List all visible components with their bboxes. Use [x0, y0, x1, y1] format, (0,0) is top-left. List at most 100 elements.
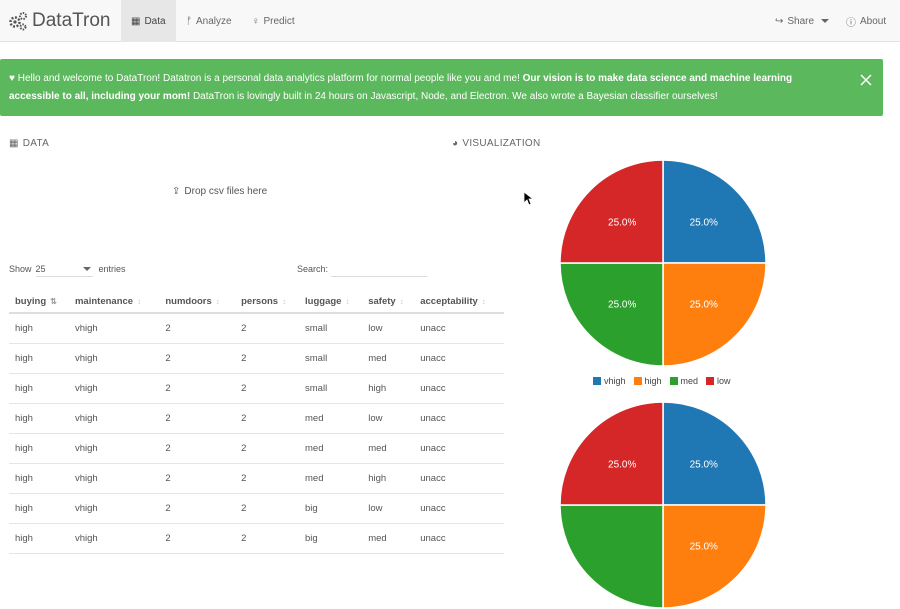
table-cell: unacc [414, 493, 504, 524]
brand[interactable]: DataTron [8, 7, 111, 35]
tab-predict[interactable]: ♀ Predict [242, 0, 305, 42]
table-row: high vhigh 2 2 med low unacc [9, 403, 504, 434]
entries-value: 25 [35, 263, 46, 274]
pie-slice-label: 25.0% [608, 460, 636, 471]
table-cell: 2 [159, 343, 236, 374]
entries-control: Show 25 entries [9, 261, 126, 277]
search-control: Search: [297, 261, 428, 277]
table-cell: small [299, 373, 363, 404]
alert-text-2: DataTron is lovingly built in 24 hours o… [192, 91, 718, 102]
table-cell: 2 [235, 433, 300, 464]
table-cell: med [362, 433, 415, 464]
table-cell: big [299, 523, 363, 554]
table-cell: 2 [159, 463, 236, 494]
column-header-luggage[interactable]: luggage ↕ [299, 290, 363, 314]
table-cell: 2 [235, 343, 300, 374]
chevron-down-icon [821, 19, 830, 23]
sort-icon: ↕ [345, 296, 350, 306]
table-cell: 2 [159, 523, 236, 554]
sort-icon: ⇅ [50, 296, 57, 306]
table-cell: high [9, 523, 69, 554]
close-icon[interactable] [859, 73, 873, 87]
entries-select[interactable]: 25 [35, 261, 93, 277]
heart-icon: ♥ [9, 73, 15, 84]
chevron-down-icon [82, 266, 91, 271]
pie-slice-label: 25.0% [690, 218, 718, 229]
bulb-icon: ♀ [252, 15, 260, 27]
pie-slice-low[interactable] [559, 159, 664, 264]
table-row: high vhigh 2 2 small med unacc [9, 343, 504, 374]
table-cell: unacc [414, 523, 504, 554]
navbar: DataTron ▦ Data ᚠ Analyze ♀ Predict ↪ Sh… [0, 0, 900, 42]
legend-item-med[interactable]: med [669, 376, 698, 386]
table-cell: 2 [159, 373, 236, 404]
table-header-row: buying ⇅ maintenance ↕ numdoors ↕ persons ↕ lugg… [9, 290, 504, 314]
sort-icon: ↕ [282, 296, 287, 306]
pie-chart-2: 25.0% 25.0% 25.0% [559, 401, 767, 609]
column-header-maintenance[interactable]: maintenance ↕ [68, 290, 160, 314]
welcome-alert: ♥ Hello and welcome to DataTron! Datatro… [0, 59, 883, 116]
table-cell: unacc [414, 433, 504, 464]
pie-slice-low[interactable] [559, 401, 664, 506]
legend-swatch [593, 377, 601, 385]
table-row: high vhigh 2 2 small low unacc [9, 313, 504, 344]
entries-label: entries [98, 264, 126, 274]
table-cell: high [9, 493, 69, 524]
tab-analyze[interactable]: ᚠ Analyze [176, 0, 242, 42]
viz-section-title: ◕ VISUALIZATION [452, 138, 541, 149]
table-cell: high [362, 373, 415, 404]
pie-slice-label: 25.0% [690, 541, 718, 552]
pie-slice-vhigh[interactable] [662, 401, 767, 506]
legend-item-low[interactable]: low [706, 376, 731, 386]
table-cell: 2 [235, 493, 300, 524]
search-label: Search: [297, 264, 329, 274]
table-cell: high [9, 403, 69, 434]
column-header-label: buying [15, 295, 47, 307]
table-cell: low [362, 313, 415, 344]
table-icon: ▦ [131, 15, 141, 27]
table-cell: vhigh [68, 433, 160, 464]
table-cell: small [299, 313, 363, 344]
column-header-label: maintenance [74, 295, 134, 307]
table-cell: vhigh [68, 523, 160, 554]
column-header-acceptability[interactable]: acceptability ↕ [414, 290, 504, 314]
viz-title: VISUALIZATION [462, 138, 541, 149]
table-cell: vhigh [68, 463, 160, 494]
table-cell: vhigh [68, 313, 160, 344]
share-label: Share [787, 15, 815, 27]
column-header-label: numdoors [165, 295, 212, 307]
pie-slice-high[interactable] [662, 504, 767, 609]
alert-text: Hello and welcome to DataTron! Datatron … [17, 73, 520, 84]
legend-swatch [706, 377, 715, 385]
column-header-buying[interactable]: buying ⇅ [9, 290, 69, 314]
pie-slice-label: 25.0% [690, 299, 718, 310]
pie-slice-med[interactable] [559, 262, 664, 367]
column-header-persons[interactable]: persons ↕ [235, 290, 300, 314]
info-icon: ⓘ [846, 17, 856, 29]
search-input[interactable] [331, 261, 428, 277]
column-header-numdoors[interactable]: numdoors ↕ [159, 290, 236, 314]
column-header-safety[interactable]: safety ↕ [362, 290, 415, 314]
table-cell: 2 [235, 523, 300, 554]
csv-drop-zone[interactable]: ⇪ Drop csv files here [172, 186, 267, 197]
table-cell: vhigh [68, 343, 160, 374]
table-row: high vhigh 2 2 med med unacc [9, 433, 504, 464]
legend-label: high [644, 376, 662, 386]
column-header-label: persons [241, 295, 279, 307]
mouse-cursor-icon [524, 192, 534, 206]
pie-slice-label: 25.0% [608, 218, 636, 229]
table-cell: med [362, 343, 415, 374]
sort-icon: ↕ [399, 296, 404, 306]
sort-icon: ↕ [137, 296, 142, 306]
legend-item-vhigh[interactable]: vhigh [593, 376, 626, 386]
table-cell: big [299, 493, 363, 524]
tab-data[interactable]: ▦ Data [121, 0, 176, 42]
tab-data-label: Data [144, 15, 166, 27]
pie-slice-med[interactable] [559, 504, 664, 609]
legend-item-high[interactable]: high [633, 376, 662, 386]
share-dropdown[interactable]: ↪ Share [765, 0, 839, 42]
pie-slice-vhigh[interactable] [662, 159, 767, 264]
table-cell: high [9, 343, 69, 374]
about-link[interactable]: ⓘ About [836, 0, 896, 42]
pie-slice-high[interactable] [662, 262, 767, 367]
